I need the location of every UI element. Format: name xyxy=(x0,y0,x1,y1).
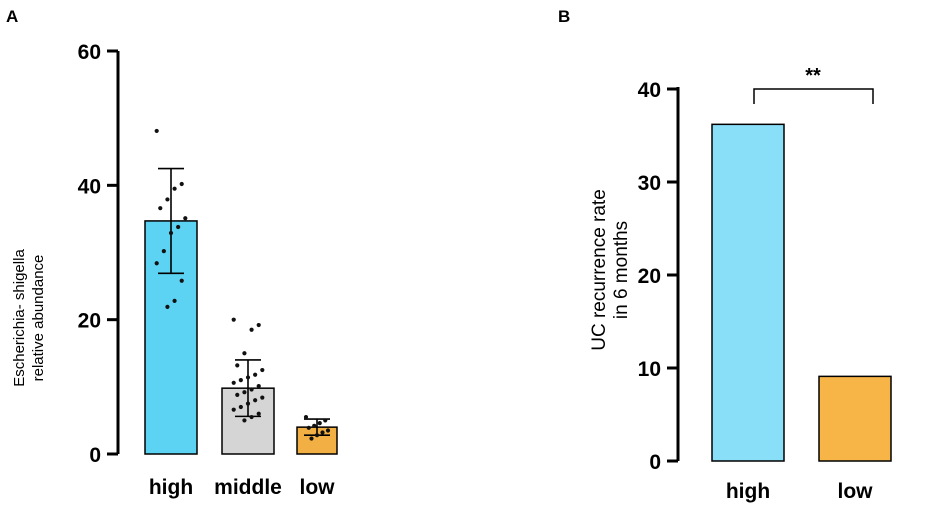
y-tick-label: 0 xyxy=(89,444,101,467)
data-point xyxy=(231,407,236,412)
data-point xyxy=(179,181,184,187)
data-point xyxy=(303,414,309,420)
significance-bracket xyxy=(753,88,874,104)
data-point xyxy=(179,278,184,283)
data-point xyxy=(242,351,247,356)
data-point xyxy=(320,430,325,435)
data-point xyxy=(238,404,243,410)
data-point xyxy=(260,395,265,400)
data-point xyxy=(309,436,314,441)
panel-b-ylabel-line2: in 6 months xyxy=(611,221,632,319)
panel-b-label: B xyxy=(558,7,570,26)
x-tick-label-middle: middle xyxy=(214,476,282,499)
data-point xyxy=(245,401,251,406)
x-tick-label-high: high xyxy=(726,480,770,503)
x-tick-label-low: low xyxy=(838,480,874,503)
y-tick-label: 60 xyxy=(78,41,101,64)
data-point xyxy=(231,380,236,385)
panel-b-ylabel-line1: UC recurrence rate xyxy=(589,189,610,351)
data-point xyxy=(249,387,254,392)
panel-a-ylabel-line1: Escherichia- shigella xyxy=(11,249,28,387)
data-point xyxy=(242,390,247,395)
data-point xyxy=(323,418,328,423)
data-point xyxy=(314,433,320,438)
data-point xyxy=(172,298,177,303)
data-point xyxy=(245,375,251,380)
data-point xyxy=(256,384,261,389)
data-point xyxy=(161,249,166,254)
data-point xyxy=(238,378,243,383)
y-tick-label: 0 xyxy=(649,451,661,474)
data-point xyxy=(325,428,331,433)
x-tick-label-high: high xyxy=(149,476,193,499)
y-tick-label: 40 xyxy=(78,175,101,198)
significance-marker: ** xyxy=(805,65,821,87)
data-point xyxy=(183,216,188,221)
data-point xyxy=(176,224,181,230)
data-point xyxy=(172,186,177,191)
data-point xyxy=(256,411,261,416)
data-point xyxy=(253,372,258,377)
data-point xyxy=(231,317,236,322)
y-tick-label: 40 xyxy=(638,79,661,102)
panel-a: A Escherichia- shigella relative abundan… xyxy=(6,7,338,499)
data-point xyxy=(235,392,240,397)
data-point xyxy=(306,425,311,430)
data-point xyxy=(158,206,163,211)
data-point xyxy=(165,304,170,310)
data-point xyxy=(242,418,247,423)
data-point xyxy=(154,128,159,134)
panel-a-ylabel-line2: relative abundance xyxy=(30,255,47,382)
y-tick-label: 10 xyxy=(638,358,661,381)
y-tick-label: 20 xyxy=(638,265,661,288)
data-point xyxy=(260,367,265,373)
y-tick-label: 20 xyxy=(78,310,101,333)
data-point xyxy=(249,414,254,420)
x-tick-label-low: low xyxy=(300,476,336,499)
data-point xyxy=(165,197,170,202)
bar-high xyxy=(711,123,785,462)
y-tick-label: 30 xyxy=(638,172,661,195)
data-point xyxy=(253,398,258,403)
data-point xyxy=(235,363,240,368)
panel-b: B UC recurrence rate in 6 months 0 10 20 30… xyxy=(558,7,892,503)
bar-low xyxy=(818,375,892,462)
data-point xyxy=(154,261,159,266)
data-point xyxy=(312,423,317,428)
panel-a-label: A xyxy=(6,7,18,26)
data-point xyxy=(249,327,254,332)
data-point xyxy=(256,322,261,328)
data-point xyxy=(317,421,322,426)
data-point xyxy=(168,230,174,236)
